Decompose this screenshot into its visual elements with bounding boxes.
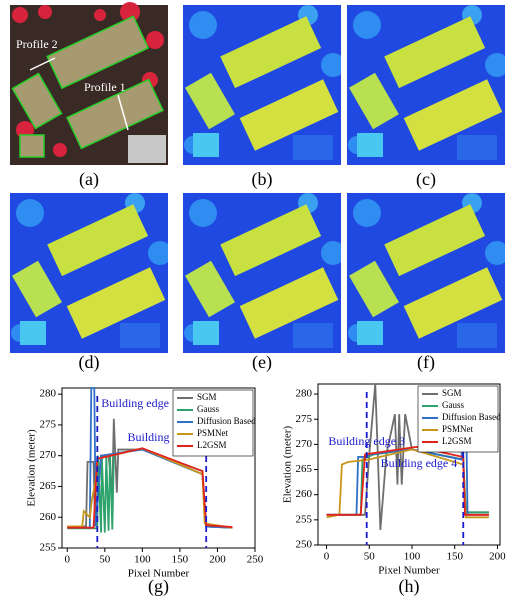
series-line bbox=[67, 447, 233, 529]
legend-label: Gauss bbox=[197, 404, 219, 414]
y-tick-label: 270 bbox=[40, 449, 57, 461]
legend-label: Diffusion Based bbox=[442, 412, 501, 422]
legend-label: Diffusion Based bbox=[197, 416, 256, 426]
y-tick-label: 275 bbox=[40, 418, 57, 430]
series-line bbox=[326, 445, 489, 516]
panel-b bbox=[183, 5, 341, 165]
y-tick-label: 255 bbox=[296, 513, 313, 525]
x-tick-label: 0 bbox=[324, 551, 330, 563]
y-tick-label: 280 bbox=[40, 388, 57, 400]
panel-a: Profile 2 Profile 1 bbox=[10, 2, 168, 165]
x-tick-label: 50 bbox=[99, 554, 111, 566]
x-tick-label: 0 bbox=[65, 554, 71, 566]
caption: (b) bbox=[252, 169, 273, 190]
x-tick-label: 200 bbox=[209, 554, 226, 566]
panel-c bbox=[347, 5, 505, 165]
profile-label: Profile 1 bbox=[84, 80, 126, 94]
x-axis-label: Pixel Number bbox=[378, 565, 440, 577]
caption: (g) bbox=[148, 576, 169, 597]
caption: (c) bbox=[416, 169, 436, 190]
profile-label: Profile 2 bbox=[16, 37, 58, 51]
panel-d bbox=[10, 193, 168, 353]
y-tick-label: 275 bbox=[296, 413, 313, 425]
y-tick-label: 250 bbox=[296, 539, 313, 551]
legend-label: Gauss bbox=[442, 400, 464, 410]
x-tick-label: 100 bbox=[404, 551, 421, 563]
legend-label: SGM bbox=[442, 388, 462, 398]
x-tick-label: 150 bbox=[446, 551, 463, 563]
caption: (a) bbox=[79, 169, 99, 190]
y-tick-label: 260 bbox=[296, 488, 313, 500]
caption: (d) bbox=[79, 352, 100, 373]
y-tick-label: 270 bbox=[296, 438, 313, 450]
y-tick-label: 265 bbox=[40, 480, 57, 492]
legend-label: L2GSM bbox=[197, 440, 227, 450]
y-tick-label: 280 bbox=[296, 388, 313, 400]
y-tick-label: 255 bbox=[40, 542, 57, 554]
plot-frame bbox=[61, 387, 256, 549]
legend-label: PSMNet bbox=[442, 424, 474, 434]
edge-label: Building edge 1 bbox=[101, 396, 178, 410]
x-tick-label: 200 bbox=[489, 551, 506, 563]
legend-label: PSMNet bbox=[197, 428, 229, 438]
x-axis-label: Pixel Number bbox=[128, 568, 190, 580]
edge-label: Building edge 4 bbox=[381, 456, 458, 470]
legend-label: SGM bbox=[197, 392, 217, 402]
panel-e bbox=[183, 193, 341, 353]
plot-frame bbox=[317, 383, 501, 546]
caption: (h) bbox=[399, 576, 420, 597]
y-tick-label: 260 bbox=[40, 511, 57, 523]
x-tick-label: 150 bbox=[172, 554, 189, 566]
edge-label: Building edge 3 bbox=[328, 434, 405, 448]
series-line bbox=[67, 447, 233, 529]
y-axis-label: Elevation (meter) bbox=[282, 426, 294, 504]
x-tick-label: 100 bbox=[134, 554, 151, 566]
caption: (f) bbox=[417, 352, 435, 373]
panel-f bbox=[347, 193, 505, 353]
y-tick-label: 265 bbox=[296, 463, 313, 475]
x-tick-label: 250 bbox=[247, 554, 264, 566]
legend-label: L2GSM bbox=[442, 436, 472, 446]
y-axis-label: Elevation (meter) bbox=[26, 429, 38, 507]
x-tick-label: 50 bbox=[364, 551, 376, 563]
caption: (e) bbox=[252, 352, 272, 373]
